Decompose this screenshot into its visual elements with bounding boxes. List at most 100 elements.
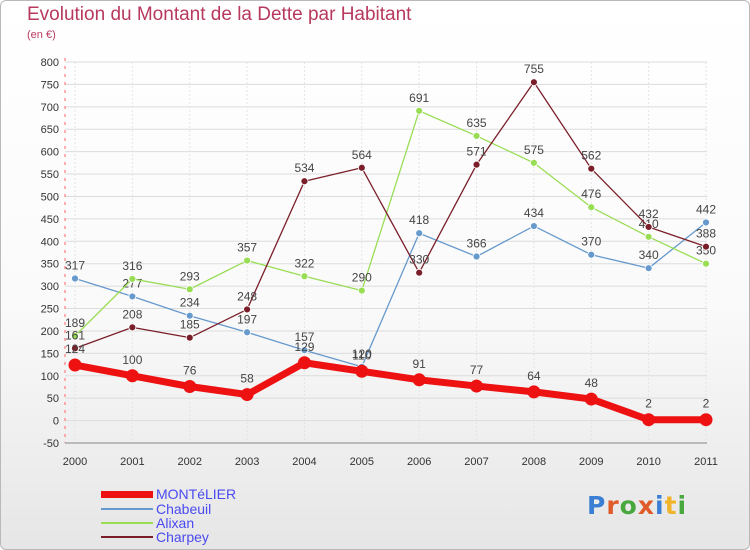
legend-label-montelier: MONTéLIER	[156, 486, 237, 502]
legend-label-alixan: Alixan	[156, 515, 195, 531]
x-tick-label: 2008	[522, 456, 546, 468]
y-tick-label: 800	[41, 57, 59, 69]
data-label-charpey: 564	[352, 148, 372, 162]
chart-subtitle: (en €)	[27, 29, 56, 41]
data-label-chabeuil: 418	[409, 213, 429, 227]
data-point-charpey	[472, 160, 481, 169]
x-tick-label: 2003	[235, 456, 259, 468]
legend-label-chabeuil: Chabeuil	[156, 501, 212, 517]
data-point-chabeuil	[71, 274, 79, 283]
data-label-charpey: 571	[467, 145, 487, 159]
data-point-alixan	[644, 232, 653, 241]
y-tick-label: 150	[41, 348, 59, 360]
data-label-chabeuil: 366	[467, 237, 487, 251]
data-label-montlier: 110	[352, 348, 371, 362]
data-label-montlier: 64	[527, 369, 541, 383]
y-tick-label: 300	[41, 281, 59, 293]
data-label-alixan: 290	[352, 271, 372, 285]
logo-letter: P	[587, 491, 607, 520]
data-point-charpey	[530, 78, 538, 87]
legend-item-montelier: MONTéLIER	[101, 487, 236, 501]
data-label-chabeuil: 234	[180, 296, 200, 310]
proxiti-logo: Proxiti	[587, 491, 687, 520]
logo-letter: i	[677, 491, 688, 520]
data-point-alixan	[357, 286, 366, 295]
data-label-montlier: 129	[294, 340, 314, 354]
y-tick-label: 350	[41, 259, 59, 271]
data-point-alixan	[243, 256, 251, 265]
data-point-montlier	[355, 364, 369, 378]
y-tick-label: -50	[43, 438, 59, 450]
data-label-alixan: 322	[294, 256, 314, 270]
y-tick-label: 50	[47, 393, 59, 405]
legend-swatch-chabeuil	[101, 508, 153, 510]
data-point-chabeuil	[587, 250, 596, 259]
data-point-chabeuil	[702, 218, 710, 227]
chart-title: Evolution du Montant de la Dette par Hab…	[27, 4, 412, 25]
data-point-montlier	[699, 413, 713, 427]
y-tick-label: 200	[41, 326, 59, 338]
y-tick-label: 750	[41, 79, 59, 91]
data-label-charpey: 432	[639, 207, 659, 221]
logo-letter: x	[637, 491, 655, 520]
data-point-chabeuil	[300, 346, 309, 355]
data-point-montlier	[642, 413, 656, 427]
data-label-charpey: 185	[180, 318, 200, 332]
data-point-alixan	[415, 106, 424, 115]
data-point-montlier	[412, 373, 426, 387]
data-label-chabeuil: 434	[524, 206, 544, 220]
data-label-charpey: 161	[65, 328, 85, 342]
data-point-charpey	[185, 333, 194, 342]
data-label-montlier: 48	[585, 376, 599, 390]
data-point-chabeuil	[644, 264, 653, 273]
data-label-montlier: 77	[470, 363, 484, 377]
data-label-charpey: 388	[696, 227, 716, 241]
data-point-alixan	[472, 132, 481, 140]
data-label-montlier: 100	[122, 353, 142, 367]
data-label-montlier: 124	[65, 342, 85, 356]
data-label-alixan: 575	[524, 143, 544, 157]
y-tick-label: 400	[41, 236, 59, 248]
logo-letter: i	[655, 491, 665, 520]
data-point-charpey	[300, 177, 309, 186]
x-tick-label: 2006	[407, 456, 431, 468]
data-point-montlier	[68, 358, 82, 372]
data-label-chabeuil: 340	[639, 248, 659, 262]
series-line-alixan	[74, 110, 707, 337]
data-point-charpey	[128, 323, 137, 332]
data-point-chabeuil	[530, 222, 538, 230]
data-label-chabeuil: 442	[696, 202, 716, 216]
y-tick-label: 500	[41, 191, 59, 203]
y-tick-label: 650	[41, 124, 59, 136]
legend-item-alixan: Alixan	[101, 516, 194, 530]
data-point-charpey	[587, 164, 596, 173]
y-tick-label: 100	[41, 371, 59, 383]
data-label-chabeuil: 317	[65, 258, 85, 272]
data-point-charpey	[71, 344, 79, 353]
data-point-charpey	[415, 268, 424, 277]
x-tick-label: 2005	[350, 456, 374, 468]
x-tick-label: 2009	[579, 456, 603, 468]
data-point-alixan	[587, 203, 596, 212]
data-label-montlier: 76	[183, 364, 197, 378]
data-label-charpey: 248	[237, 289, 257, 303]
data-label-alixan: 635	[467, 116, 487, 130]
data-label-chabeuil: 370	[581, 235, 601, 249]
data-point-alixan	[702, 259, 710, 268]
data-label-montlier: 58	[240, 372, 254, 386]
data-point-chabeuil	[243, 328, 251, 337]
data-label-montlier: 91	[413, 357, 427, 371]
data-point-charpey	[357, 163, 366, 172]
data-label-chabeuil: 120	[352, 347, 372, 361]
series-line-montlier	[74, 359, 706, 424]
x-tick-label: 2007	[464, 456, 488, 468]
y-tick-label: 0	[53, 416, 59, 428]
data-label-chabeuil: 197	[237, 312, 257, 326]
data-label-alixan: 350	[696, 244, 716, 258]
data-point-montlier	[584, 392, 598, 406]
data-point-alixan	[530, 158, 538, 167]
x-tick-label: 2000	[63, 456, 87, 468]
data-point-alixan	[300, 272, 309, 281]
legend-label-charpey: Charpey	[156, 529, 209, 545]
